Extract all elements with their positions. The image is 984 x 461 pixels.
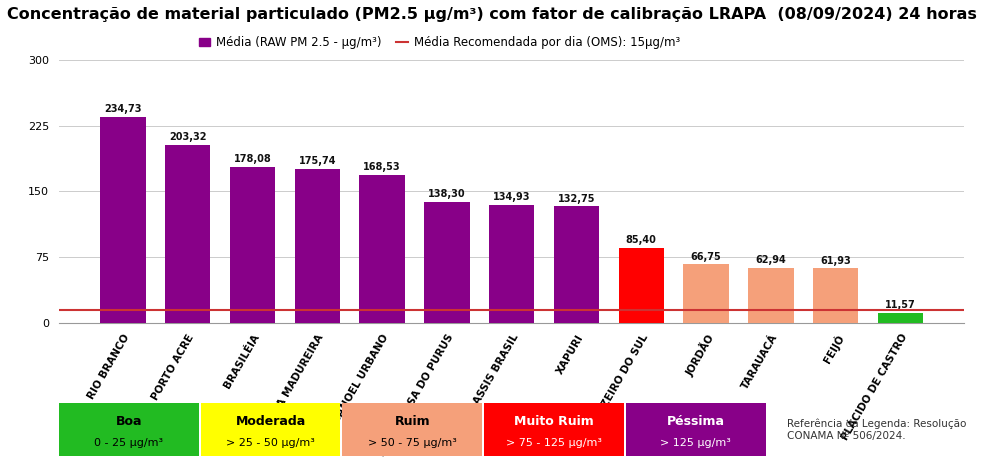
Text: 175,74: 175,74 — [298, 156, 336, 166]
Bar — [554, 207, 599, 323]
Text: 0 - 25 μg/m³: 0 - 25 μg/m³ — [94, 438, 163, 448]
Text: > 125 μg/m³: > 125 μg/m³ — [660, 438, 731, 448]
Text: 138,30: 138,30 — [428, 189, 465, 199]
Text: Referência da Legenda: Resolução
CONAMA Nº 506/2024.: Referência da Legenda: Resolução CONAMA … — [787, 419, 966, 441]
Text: 66,75: 66,75 — [691, 252, 721, 261]
Text: > 75 - 125 μg/m³: > 75 - 125 μg/m³ — [506, 438, 602, 448]
Bar — [359, 175, 404, 323]
Text: 168,53: 168,53 — [363, 162, 400, 172]
Text: > 25 - 50 μg/m³: > 25 - 50 μg/m³ — [226, 438, 315, 448]
Bar — [813, 268, 858, 323]
Text: 62,94: 62,94 — [756, 255, 786, 265]
Bar — [684, 264, 729, 323]
Text: > 50 - 75 μg/m³: > 50 - 75 μg/m³ — [368, 438, 457, 448]
Bar — [424, 201, 469, 323]
Text: Ruim: Ruim — [395, 415, 430, 428]
Bar — [230, 167, 276, 323]
Bar — [489, 205, 534, 323]
Bar — [100, 117, 146, 323]
Text: 134,93: 134,93 — [493, 192, 530, 202]
Text: Moderada: Moderada — [235, 415, 306, 428]
Bar — [165, 145, 211, 323]
Text: 85,40: 85,40 — [626, 235, 656, 245]
Text: 61,93: 61,93 — [821, 256, 851, 266]
Text: Concentração de material particulado (PM2.5 μg/m³) com fator de calibração LRAPA: Concentração de material particulado (PM… — [7, 7, 977, 22]
Text: Muito Ruim: Muito Ruim — [514, 415, 594, 428]
Text: 178,08: 178,08 — [233, 154, 272, 164]
Text: 234,73: 234,73 — [104, 105, 142, 114]
Bar — [619, 248, 664, 323]
Bar — [878, 313, 923, 323]
Text: 132,75: 132,75 — [558, 194, 595, 204]
Text: 11,57: 11,57 — [886, 300, 916, 310]
Bar — [294, 169, 339, 323]
Text: Boa: Boa — [116, 415, 142, 428]
Text: Péssima: Péssima — [667, 415, 724, 428]
Text: 203,32: 203,32 — [169, 132, 207, 142]
Legend: Média (RAW PM 2.5 - μg/m³), Média Recomendada por dia (OMS): 15μg/m³: Média (RAW PM 2.5 - μg/m³), Média Recome… — [194, 32, 685, 54]
Bar — [748, 267, 793, 323]
